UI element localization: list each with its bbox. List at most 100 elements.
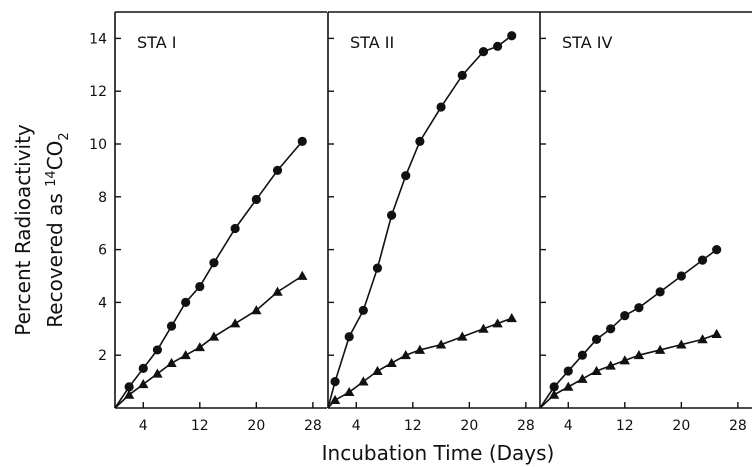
data-point-triangle	[297, 270, 308, 280]
data-point-triangle	[435, 339, 447, 349]
data-point-circle	[330, 377, 340, 387]
data-point-triangle	[329, 394, 341, 404]
data-point-triangle	[152, 368, 163, 378]
panel-title: STA I	[137, 33, 176, 52]
data-point-circle	[209, 258, 219, 268]
data-point-triangle	[548, 389, 560, 399]
data-point-circle	[166, 321, 177, 331]
data-point-circle	[358, 305, 368, 315]
y-tick-label: 14	[89, 31, 107, 47]
y-tick-label: 12	[89, 84, 107, 100]
x-tick-label: 12	[191, 418, 209, 434]
data-point-triangle	[457, 331, 468, 341]
y-tick-label: 4	[98, 295, 107, 311]
data-point-triangle	[577, 373, 588, 383]
data-point-circle	[152, 345, 162, 355]
x-tick-label: 20	[460, 418, 478, 434]
data-point-circle	[138, 363, 148, 373]
y-axis-label-chem: CO	[43, 141, 67, 171]
data-point-circle	[297, 136, 307, 146]
data-point-circle	[251, 194, 261, 205]
data-point-circle	[507, 31, 517, 41]
data-point-circle	[493, 41, 503, 51]
data-point-circle	[712, 245, 722, 255]
chart-panels: 2 4 6 8 10 12 14 4 12 20 28 STA I 4 12 20 28 STA II 4 12 20…	[89, 11, 752, 434]
data-point-triangle	[372, 365, 383, 375]
data-point-circle	[372, 263, 383, 273]
data-point-triangle	[251, 305, 262, 315]
data-point-circle	[563, 366, 573, 376]
data-point-circle	[344, 332, 354, 342]
x-tick-label: 12	[616, 418, 634, 434]
data-point-circle	[676, 271, 686, 281]
data-point-triangle	[414, 344, 426, 354]
data-point-triangle	[400, 350, 411, 360]
series-circle	[327, 31, 517, 409]
y-tick-label: 8	[98, 190, 107, 206]
data-point-triangle	[229, 318, 241, 328]
data-point-triangle	[619, 355, 630, 365]
data-point-triangle	[605, 360, 616, 370]
x-tick-label: 20	[247, 418, 265, 434]
y-axis-label-line2: Recovered as 14CO2	[43, 132, 72, 327]
x-tick-label: 28	[304, 418, 322, 434]
data-point-triangle	[180, 350, 191, 360]
data-point-triangle	[478, 323, 489, 333]
y-axis-label-superscript: 14	[44, 170, 59, 187]
data-point-circle	[181, 297, 191, 307]
data-point-circle	[272, 165, 283, 175]
data-point-triangle	[208, 331, 220, 341]
series-triangle	[114, 270, 308, 409]
data-point-circle	[436, 102, 446, 112]
data-point-triangle	[123, 389, 135, 399]
series-line	[539, 248, 718, 409]
series-circle	[539, 245, 722, 409]
panel-title: STA II	[350, 33, 394, 52]
panel-3: 4 12 20 28 STA IV	[539, 11, 752, 434]
y-axis-label-line1: Percent Radioactivity	[11, 124, 35, 336]
y-tick-label: 6	[98, 243, 107, 259]
y-axis-label-subscript: 2	[57, 132, 72, 140]
data-point-circle	[195, 281, 205, 292]
data-point-circle	[124, 382, 134, 392]
data-point-triangle	[633, 350, 645, 360]
x-tick-label: 28	[517, 418, 535, 434]
data-point-circle	[387, 210, 397, 220]
x-tick-label: 4	[564, 418, 573, 434]
series-triangle	[539, 328, 722, 409]
data-point-triangle	[563, 381, 574, 391]
series-triangle	[327, 313, 517, 409]
series-line	[114, 275, 303, 409]
data-point-triangle	[194, 342, 205, 352]
data-point-triangle	[711, 328, 722, 338]
data-point-circle	[230, 223, 240, 234]
x-tick-label: 12	[404, 418, 422, 434]
x-tick-label: 4	[139, 418, 148, 434]
data-point-circle	[697, 255, 708, 265]
y-tick-label: 10	[89, 137, 107, 153]
data-point-triangle	[358, 376, 369, 386]
data-point-triangle	[591, 365, 602, 375]
y-tick-label: 2	[98, 348, 107, 364]
series-circle	[114, 136, 307, 409]
data-point-circle	[478, 47, 489, 57]
data-point-triangle	[654, 344, 666, 354]
data-point-circle	[591, 334, 602, 344]
x-tick-label: 20	[672, 418, 690, 434]
data-point-triangle	[506, 313, 517, 323]
data-point-circle	[634, 303, 644, 313]
data-point-triangle	[138, 379, 149, 389]
x-tick-label: 4	[352, 418, 361, 434]
data-point-circle	[457, 70, 467, 80]
x-tick-label: 28	[729, 418, 747, 434]
data-point-circle	[655, 287, 665, 297]
data-point-circle	[401, 171, 411, 181]
data-point-triangle	[344, 386, 355, 397]
panel-2: 4 12 20 28 STA II	[327, 11, 540, 434]
data-point-triangle	[697, 334, 708, 344]
data-point-circle	[577, 350, 588, 360]
data-point-triangle	[166, 357, 177, 368]
data-point-triangle	[272, 286, 283, 296]
data-point-circle	[620, 311, 630, 321]
